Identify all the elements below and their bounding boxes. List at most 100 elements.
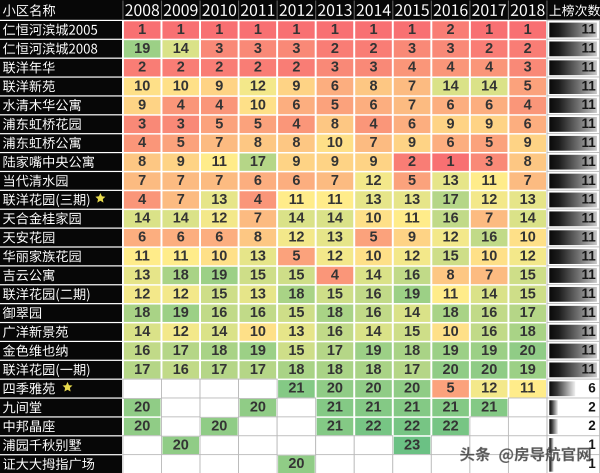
- svg-text:20: 20: [327, 381, 343, 397]
- svg-text:3: 3: [292, 41, 300, 57]
- svg-text:12: 12: [443, 230, 459, 246]
- svg-text:5: 5: [215, 116, 223, 132]
- svg-text:18: 18: [520, 324, 536, 340]
- svg-text:17: 17: [250, 154, 266, 170]
- svg-text:11: 11: [582, 211, 597, 226]
- svg-text:9: 9: [369, 154, 377, 170]
- svg-text:11: 11: [582, 286, 597, 301]
- svg-text:12: 12: [211, 211, 227, 227]
- svg-text:7: 7: [485, 211, 493, 227]
- svg-text:9: 9: [292, 154, 300, 170]
- svg-text:8: 8: [138, 154, 146, 170]
- svg-text:14: 14: [365, 267, 381, 283]
- svg-text:11: 11: [582, 116, 597, 131]
- svg-text:12: 12: [250, 79, 266, 95]
- svg-text:7: 7: [369, 135, 377, 151]
- svg-text:14: 14: [520, 211, 536, 227]
- svg-text:10: 10: [134, 79, 150, 95]
- svg-text:11: 11: [582, 59, 597, 74]
- svg-text:20: 20: [443, 362, 459, 378]
- svg-text:1: 1: [292, 22, 300, 38]
- svg-text:2: 2: [524, 41, 532, 57]
- svg-text:11: 11: [327, 192, 342, 208]
- svg-text:12: 12: [173, 286, 189, 302]
- svg-text:19: 19: [211, 267, 227, 283]
- svg-text:20: 20: [173, 437, 189, 453]
- svg-text:19: 19: [365, 343, 381, 359]
- svg-text:18: 18: [365, 362, 381, 378]
- svg-text:21: 21: [443, 400, 459, 416]
- svg-text:9: 9: [408, 135, 416, 151]
- svg-text:12: 12: [481, 192, 497, 208]
- svg-text:13: 13: [134, 267, 150, 283]
- svg-text:11: 11: [582, 173, 597, 188]
- svg-text:8: 8: [447, 267, 455, 283]
- svg-text:6: 6: [177, 230, 185, 246]
- svg-text:7: 7: [177, 173, 185, 189]
- svg-text:5: 5: [331, 97, 339, 113]
- svg-text:13: 13: [250, 249, 266, 265]
- svg-text:11: 11: [582, 135, 597, 150]
- svg-text:12: 12: [404, 249, 420, 265]
- svg-text:11: 11: [582, 343, 597, 358]
- svg-text:12: 12: [134, 286, 150, 302]
- svg-text:19: 19: [481, 343, 497, 359]
- svg-text:6: 6: [447, 135, 455, 151]
- svg-text:18: 18: [173, 267, 189, 283]
- svg-text:7: 7: [524, 173, 532, 189]
- svg-text:13: 13: [327, 230, 343, 246]
- svg-text:2: 2: [447, 22, 455, 38]
- svg-text:13: 13: [250, 286, 266, 302]
- svg-text:13: 13: [365, 192, 381, 208]
- svg-text:9: 9: [177, 154, 185, 170]
- svg-text:2: 2: [588, 399, 596, 414]
- svg-text:11: 11: [482, 173, 497, 189]
- svg-text:16: 16: [481, 230, 497, 246]
- svg-text:17: 17: [404, 362, 420, 378]
- svg-text:3: 3: [447, 41, 455, 57]
- svg-text:15: 15: [520, 267, 536, 283]
- svg-text:16: 16: [365, 286, 381, 302]
- svg-text:10: 10: [211, 249, 227, 265]
- svg-text:3: 3: [138, 116, 146, 132]
- svg-text:11: 11: [582, 154, 597, 169]
- svg-text:15: 15: [288, 305, 304, 321]
- svg-text:9: 9: [447, 116, 455, 132]
- svg-text:18: 18: [288, 286, 304, 302]
- svg-text:12: 12: [173, 324, 189, 340]
- svg-text:11: 11: [582, 78, 597, 93]
- svg-text:20: 20: [134, 400, 150, 416]
- svg-text:13: 13: [520, 192, 536, 208]
- svg-text:14: 14: [173, 211, 189, 227]
- svg-text:2: 2: [331, 41, 339, 57]
- svg-text:6: 6: [254, 173, 262, 189]
- svg-text:6: 6: [292, 97, 300, 113]
- svg-text:1: 1: [369, 22, 377, 38]
- svg-text:14: 14: [365, 324, 381, 340]
- svg-text:10: 10: [327, 135, 343, 151]
- svg-text:3: 3: [215, 41, 223, 57]
- svg-text:10: 10: [520, 230, 536, 246]
- svg-text:11: 11: [212, 154, 227, 170]
- svg-text:10: 10: [443, 324, 459, 340]
- svg-text:22: 22: [404, 418, 420, 434]
- svg-text:14: 14: [443, 79, 459, 95]
- svg-text:11: 11: [135, 249, 150, 265]
- svg-text:3: 3: [524, 60, 532, 76]
- svg-text:2: 2: [292, 60, 300, 76]
- svg-text:4: 4: [177, 97, 185, 113]
- svg-text:5: 5: [177, 135, 185, 151]
- svg-text:14: 14: [327, 211, 343, 227]
- svg-text:13: 13: [404, 192, 420, 208]
- svg-text:6: 6: [447, 97, 455, 113]
- svg-text:18: 18: [134, 305, 150, 321]
- svg-text:11: 11: [582, 41, 597, 56]
- svg-text:7: 7: [408, 97, 416, 113]
- svg-text:4: 4: [408, 60, 416, 76]
- svg-text:1: 1: [524, 22, 532, 38]
- svg-text:2: 2: [177, 60, 185, 76]
- svg-text:16: 16: [365, 305, 381, 321]
- svg-text:11: 11: [289, 192, 304, 208]
- svg-text:14: 14: [134, 211, 150, 227]
- svg-text:8: 8: [254, 230, 262, 246]
